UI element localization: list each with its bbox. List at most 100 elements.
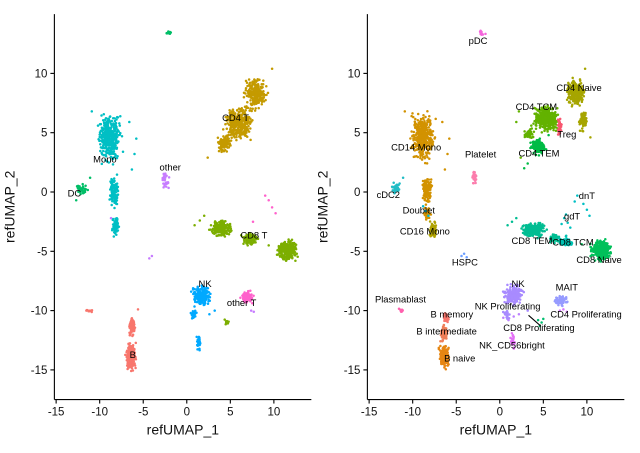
- cluster-label-dc: DC: [68, 188, 82, 199]
- y-tick-label: -5: [350, 246, 360, 258]
- x-tick-label: -5: [451, 407, 461, 419]
- y-tick-label: 0: [41, 187, 47, 199]
- cluster-b-naive: [437, 344, 451, 371]
- x-axis-title: refUMAP_1: [147, 422, 220, 438]
- cluster-b-memory: [442, 311, 450, 324]
- cluster-hspc: [460, 252, 468, 259]
- x-tick-label: 0: [184, 407, 190, 419]
- x-tick-label: 10: [267, 407, 280, 419]
- cluster-mait: [553, 294, 569, 308]
- y-tick-label: -10: [344, 306, 361, 318]
- cluster-label-cd4-tcm: CD4 TCM: [516, 101, 558, 112]
- x-tick-label: -5: [138, 407, 148, 419]
- cluster-mono: [90, 110, 138, 238]
- x-tick-label: -15: [361, 407, 378, 419]
- x-tick-label: -10: [91, 407, 108, 419]
- cluster-label-b: B: [130, 349, 136, 360]
- cluster-label-cd8-t: CD8 T: [240, 229, 267, 240]
- cluster-label-cd4-tem: CD4 TEM: [518, 147, 559, 158]
- panel-left: -15 -10 -5 0 5 10 10 5 0 -5 -10 -15 refUMAP_1 refUMAP…: [1, 14, 312, 438]
- cluster-dc: [74, 30, 173, 202]
- cluster-cd8-t: [193, 214, 299, 326]
- y-tick-label: 5: [354, 128, 360, 140]
- y-tick-label: -10: [31, 306, 48, 318]
- y-tick-label: -15: [31, 365, 48, 377]
- cluster-label-cd14-mono: CD14 Mono: [391, 141, 441, 152]
- cluster-label-other: other: [160, 162, 181, 173]
- y-tick-label: 10: [348, 68, 361, 80]
- y-tick-label: -15: [344, 365, 361, 377]
- cluster-cd16-mono: [428, 220, 438, 238]
- cluster-cdc2: [390, 176, 405, 195]
- cluster-treg: [556, 117, 563, 136]
- cluster-label-nk-proliferating: NK Proliferating: [475, 300, 541, 311]
- cluster-nk: [501, 282, 529, 320]
- cluster-label-gdt: gdT: [564, 210, 580, 221]
- cluster-label-b-naive: B naive: [444, 353, 475, 364]
- cluster-label-plasmablast: Plasmablast: [375, 293, 426, 304]
- cluster-label-b-intermediate: B intermediate: [416, 325, 476, 336]
- cluster-label-cd8-naive: CD8 Naive: [576, 254, 621, 265]
- cluster-label-cd16-mono: CD16 Mono: [400, 226, 450, 237]
- cluster-cd14-mono: [403, 109, 451, 221]
- x-tick-label: 10: [580, 407, 593, 419]
- cluster-label-nk: NK: [512, 278, 526, 289]
- label-leader-line: [528, 314, 542, 327]
- y-tick-label: 5: [41, 128, 47, 140]
- points-layer-left: [74, 30, 299, 373]
- cluster-label-pdc: pDC: [469, 35, 488, 46]
- cluster-b: [85, 308, 140, 373]
- cluster-label-dnt: dnT: [579, 190, 595, 201]
- cluster-label-doublet: Doublet: [403, 204, 436, 215]
- y-tick-label: 0: [354, 187, 360, 199]
- x-axis-title: refUMAP_1: [460, 422, 533, 438]
- panel-right: -15 -10 -5 0 5 10 10 5 0 -5 -10 -15 refUMAP_1 refUMAP…: [314, 14, 625, 438]
- cluster-dnt: [573, 194, 591, 217]
- cluster-cd4-tem: [522, 133, 550, 170]
- x-tick-label: -15: [48, 407, 65, 419]
- cluster-label-treg: Treg: [557, 128, 576, 139]
- cluster-label-cd8-proliferating: CD8 Proliferating: [503, 322, 574, 333]
- cluster-nk-proliferating: [502, 312, 521, 322]
- cluster-pdc: [478, 29, 487, 36]
- cluster-label-mono: Mono: [93, 153, 116, 164]
- y-tick-label: -5: [37, 246, 47, 258]
- cluster-label-platelet: Platelet: [465, 149, 497, 160]
- cluster-plasmablast: [397, 307, 404, 314]
- cluster-cd8-naive: [580, 237, 613, 263]
- x-tick-label: -10: [404, 407, 421, 419]
- cluster-label-cd8-tcm: CD8 TCM: [552, 236, 594, 247]
- cluster-label-nk: NK: [199, 278, 213, 289]
- x-tick-label: 5: [227, 407, 233, 419]
- cluster-doublet: [421, 204, 430, 217]
- y-axis-title: refUMAP_2: [1, 170, 17, 243]
- cluster-cd4-tcm: [515, 104, 561, 159]
- cluster-b-intermediate: [439, 323, 449, 343]
- cluster-nk-cd56bright: [509, 331, 516, 350]
- y-axis-title: refUMAP_2: [314, 170, 330, 243]
- cluster-label-cdc2: cDC2: [377, 189, 400, 200]
- cluster-label-hspc: HSPC: [452, 257, 478, 268]
- points-layer-right: [390, 29, 613, 371]
- cluster-label-cd4-naive: CD4 Naive: [556, 82, 601, 93]
- x-tick-label: 5: [540, 407, 546, 419]
- cluster-label-other-t: other T: [227, 297, 257, 308]
- cluster-cd4-naive: [565, 67, 592, 139]
- cluster-platelet: [471, 170, 478, 185]
- y-tick-label: 10: [35, 68, 48, 80]
- cluster-cd8-tcm: [558, 234, 574, 247]
- x-tick-label: 0: [497, 407, 503, 419]
- cluster-label-b-memory: B memory: [431, 309, 474, 320]
- cluster-other-t: [239, 194, 277, 305]
- cluster-other: [109, 172, 256, 314]
- cluster-label-mait: MAIT: [556, 281, 579, 292]
- cluster-cd4-t: [206, 67, 274, 159]
- cluster-label-cd8-tem: CD8 TEM: [512, 235, 553, 246]
- cluster-nk: [189, 284, 216, 352]
- cluster-label-cd4-proliferating: CD4 Proliferating: [550, 309, 621, 320]
- cluster-cd4-proliferating: [558, 308, 569, 314]
- cluster-label-cd4-t: CD4 T: [222, 112, 249, 123]
- cluster-cd8-tem: [506, 216, 563, 245]
